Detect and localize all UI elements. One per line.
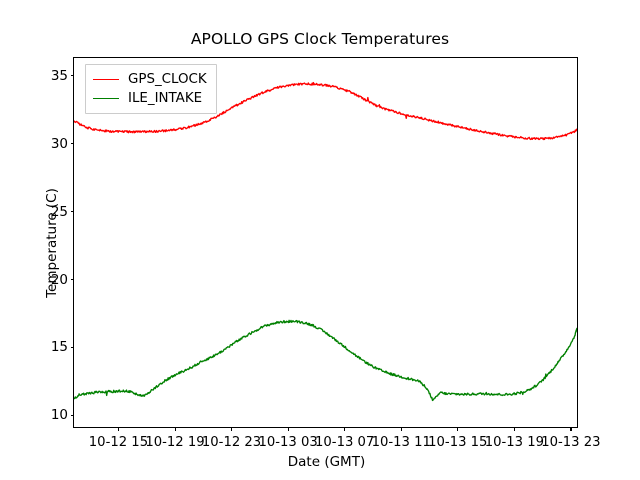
x-tick-label: 10-13 03 [258, 435, 318, 450]
y-tick-label: 20 [50, 271, 68, 288]
x-tick-label: 10-12 23 [201, 435, 262, 450]
plot-lines [74, 81, 577, 402]
legend-item-label: GPS_CLOCK [128, 72, 207, 87]
x-tick-mark [174, 427, 176, 431]
x-tick-label: 10-12 15 [88, 435, 149, 450]
y-tick-label: 10 [50, 407, 68, 424]
y-tick-label: 15 [50, 339, 68, 356]
x-tick-mark [400, 427, 402, 431]
y-tick-label: 35 [50, 67, 68, 84]
x-tick-mark [570, 427, 572, 431]
x-tick-label: 10-13 23 [541, 435, 601, 450]
x-tick-mark [513, 427, 515, 431]
y-tick-label: 30 [50, 135, 68, 152]
legend-item[interactable]: GPS_CLOCK [93, 70, 207, 89]
legend-item-label: ILE_INTAKE [128, 91, 203, 106]
x-tick-label: 10-12 19 [145, 435, 205, 450]
x-tick-label: 10-13 15 [428, 435, 488, 450]
y-tick-mark [70, 279, 74, 281]
series-line-gps-clock [74, 81, 577, 141]
x-tick-mark [117, 427, 120, 431]
legend-color-swatch [93, 79, 119, 80]
y-tick-label: 25 [50, 203, 68, 220]
legend-color-swatch [93, 98, 119, 99]
plot-axes: Temperature (C) Date (GMT) 10 15 20 25 30 35 … [44, 57, 601, 470]
chart-title: APOLLO GPS Clock Temperatures [190, 30, 450, 48]
y-tick-mark [70, 75, 74, 77]
chart-legend: GPS_CLOCK ILE_INTAKE [85, 64, 217, 114]
legend-item[interactable]: ILE_INTAKE [93, 89, 207, 108]
x-tick-mark [287, 427, 289, 431]
x-tick-mark [457, 427, 459, 431]
y-tick-mark [70, 346, 74, 349]
x-tick-label: 10-13 19 [484, 435, 545, 450]
x-tick-mark [344, 427, 346, 431]
x-tick-label: 10-13 07 [315, 435, 375, 450]
y-tick-mark [70, 414, 74, 416]
y-tick-mark [70, 143, 74, 145]
y-tick-mark [70, 211, 74, 213]
x-tick-label: 10-13 11 [371, 435, 431, 450]
series-line-ile-intake [74, 319, 577, 402]
x-tick-mark [231, 427, 233, 431]
x-axis-label: Date (GMT) [287, 454, 366, 470]
